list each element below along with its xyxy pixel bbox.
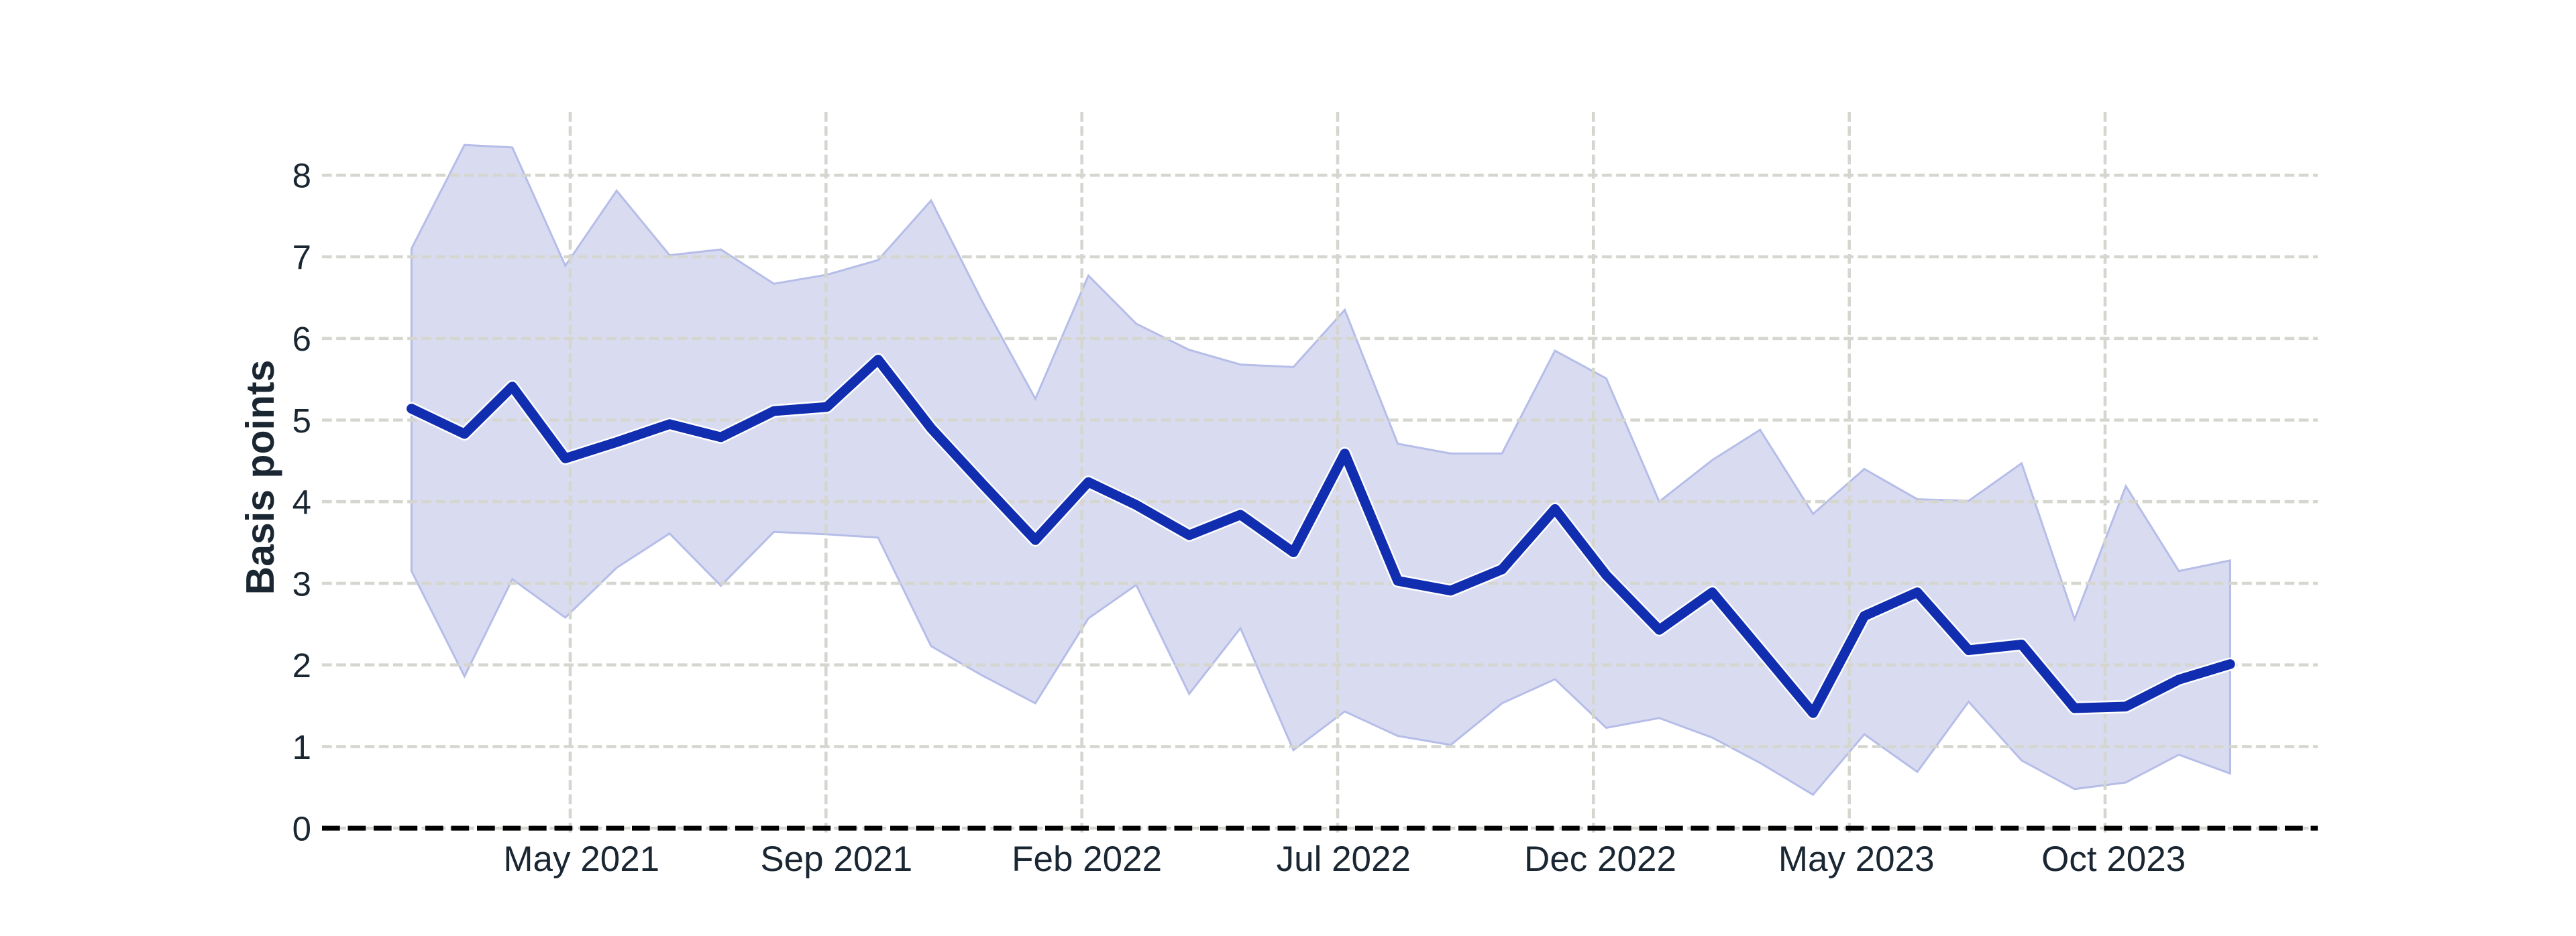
svg-text:Oct 2023: Oct 2023: [2041, 839, 2186, 879]
svg-text:May 2023: May 2023: [1778, 839, 1935, 879]
svg-text:4: 4: [292, 483, 311, 522]
svg-text:7: 7: [292, 238, 311, 276]
svg-text:Feb 2022: Feb 2022: [1012, 839, 1162, 879]
svg-text:2: 2: [292, 646, 311, 685]
svg-text:8: 8: [292, 157, 311, 195]
svg-text:0: 0: [292, 810, 311, 848]
svg-text:Jul 2022: Jul 2022: [1277, 839, 1411, 879]
svg-text:6: 6: [292, 320, 311, 358]
svg-text:Sep 2021: Sep 2021: [760, 839, 912, 879]
svg-text:5: 5: [292, 402, 311, 440]
svg-text:1: 1: [292, 728, 311, 766]
svg-text:May 2021: May 2021: [503, 839, 659, 879]
svg-text:3: 3: [292, 565, 311, 603]
svg-text:Basis points: Basis points: [238, 360, 282, 595]
svg-text:Dec 2022: Dec 2022: [1524, 839, 1676, 879]
